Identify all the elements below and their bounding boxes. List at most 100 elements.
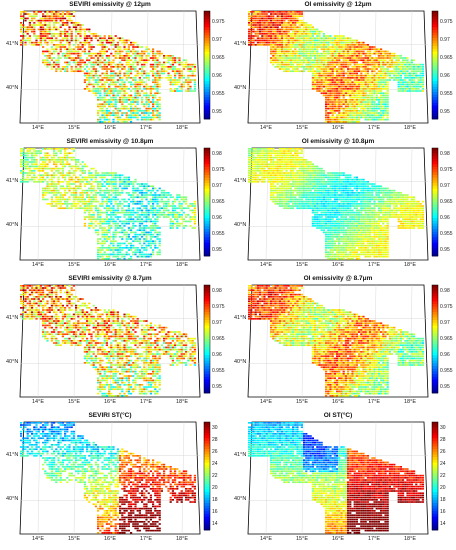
colorbar-tick-label: 0.98 xyxy=(212,151,222,158)
colorbar-tick-label: 0.98 xyxy=(440,151,450,158)
colorbar-tick-label: 0.98 xyxy=(212,288,222,295)
colorbar-tick-label: 0.97 xyxy=(212,183,222,190)
longitude-label: 18°E xyxy=(404,536,416,542)
map-frame xyxy=(19,147,201,261)
longitude-label: 17°E xyxy=(140,262,152,268)
longitude-label: 15°E xyxy=(296,125,308,131)
longitude-label: 15°E xyxy=(296,399,308,405)
longitude-label: 14°E xyxy=(32,125,44,131)
colorbar-tick-label: 0.955 xyxy=(440,230,453,237)
colorbar xyxy=(431,421,439,531)
latitude-label: 41°N xyxy=(234,451,247,458)
colorbar-tick-label: 0.965 xyxy=(440,199,453,205)
panel-title: SEVIRI emissivity @ 10.8μm xyxy=(66,138,154,145)
colorbar-tick-label: 26 xyxy=(440,449,446,455)
longitude-label: 18°E xyxy=(176,262,188,268)
colorbar-tick-label: 22 xyxy=(212,473,218,479)
longitude-label: 16°E xyxy=(104,536,116,542)
emissivity-field xyxy=(20,11,196,123)
longitude-label: 18°E xyxy=(404,262,416,268)
longitude-label: 18°E xyxy=(176,125,188,131)
graticule-meridian xyxy=(37,421,41,535)
longitude-label: 14°E xyxy=(260,399,272,405)
colorbar-tick-label: 0.955 xyxy=(212,367,225,374)
longitude-label: 17°E xyxy=(140,536,152,542)
colorbar-tick-label: 0.95 xyxy=(212,108,222,115)
map-frame xyxy=(247,284,429,398)
longitude-label: 17°E xyxy=(368,399,380,405)
longitude-label: 15°E xyxy=(296,536,308,542)
map-panel-seviri-st: SEVIRI ST(°C) 41°N 40°N 14°E 15°E 16°E 17°E 18°… xyxy=(0,411,228,548)
map-canvas xyxy=(247,284,439,398)
longitude-label: 16°E xyxy=(332,125,344,131)
colorbar-tick-label: 16 xyxy=(440,509,446,515)
map-panel-oi-108: OI emissivity @ 10.8μm 41°N 40°N 14°E 15°E 16… xyxy=(228,137,456,274)
colorbar xyxy=(203,421,211,531)
map-frame xyxy=(19,284,201,398)
colorbar-tick-label: 0.965 xyxy=(440,54,453,61)
colorbar-tick-label: 20 xyxy=(212,485,218,491)
colorbar-tick-label: 0.975 xyxy=(440,18,453,25)
emissivity-field xyxy=(20,422,196,534)
panel-title: SEVIRI ST(°C) xyxy=(88,412,132,419)
colorbar-tick-label: 28 xyxy=(212,437,218,443)
panel-title: SEVIRI emissivity @ 8.7μm xyxy=(68,275,152,282)
longitude-label: 16°E xyxy=(104,125,116,131)
colorbar-tick-label: 0.965 xyxy=(440,336,453,342)
map-canvas xyxy=(19,284,211,398)
emissivity-field xyxy=(248,148,424,260)
colorbar-tick-label: 18 xyxy=(440,497,446,503)
map-canvas xyxy=(247,147,439,261)
colorbar xyxy=(203,147,211,257)
colorbar-tick-label: 0.96 xyxy=(212,214,222,221)
colorbar-tick-label: 24 xyxy=(212,461,218,467)
map-frame xyxy=(19,10,201,124)
latitude-label: 40°N xyxy=(234,359,247,366)
colorbar-tick-label: 0.975 xyxy=(440,304,453,311)
latitude-label: 40°N xyxy=(6,496,19,503)
emissivity-field xyxy=(248,422,424,534)
colorbar-tick-label: 0.965 xyxy=(212,199,225,205)
longitude-label: 14°E xyxy=(32,262,44,268)
colorbar-tick-label: 22 xyxy=(440,473,446,479)
colorbar-tick-label: 26 xyxy=(212,449,218,455)
map-canvas xyxy=(247,421,439,535)
colorbar-tick-label: 0.955 xyxy=(212,230,225,237)
colorbar-tick-label: 0.975 xyxy=(212,304,225,311)
longitude-label: 14°E xyxy=(260,125,272,131)
latitude-label: 40°N xyxy=(6,85,19,92)
latitude-label: 41°N xyxy=(6,177,19,184)
colorbar-tick-label: 0.97 xyxy=(440,183,450,190)
longitude-label: 17°E xyxy=(368,125,380,131)
colorbar xyxy=(431,284,439,394)
colorbar-tick-label: 0.96 xyxy=(440,72,450,79)
map-canvas xyxy=(19,147,211,261)
longitude-label: 18°E xyxy=(176,399,188,405)
colorbar-tick-label: 14 xyxy=(440,521,446,527)
panel-title: SEVIRI emissivity @ 12μm xyxy=(69,1,151,8)
colorbar-tick-label: 14 xyxy=(212,521,218,527)
map-panel-oi-87: OI emissivity @ 8.7μm 41°N 40°N 14°E 15°E 16°… xyxy=(228,274,456,411)
latitude-label: 41°N xyxy=(6,314,19,321)
colorbar-tick-label: 16 xyxy=(212,509,218,515)
map-panel-oi-12: OI emissivity @ 12μm 41°N 40°N 14°E 15°E 16°E… xyxy=(228,0,456,137)
colorbar-tick-label: 0.96 xyxy=(212,351,222,358)
longitude-label: 16°E xyxy=(104,262,116,268)
longitude-label: 18°E xyxy=(176,536,188,542)
longitude-label: 17°E xyxy=(368,536,380,542)
colorbar-tick-label: 0.95 xyxy=(212,383,222,390)
longitude-label: 16°E xyxy=(104,399,116,405)
longitude-label: 18°E xyxy=(404,399,416,405)
longitude-label: 17°E xyxy=(140,125,152,131)
colorbar-tick-label: 30 xyxy=(212,425,218,431)
colorbar-tick-label: 0.965 xyxy=(212,336,225,342)
longitude-label: 16°E xyxy=(332,262,344,268)
colorbar-tick-label: 0.97 xyxy=(440,36,450,43)
latitude-label: 40°N xyxy=(234,496,247,503)
map-frame xyxy=(247,10,429,124)
map-frame xyxy=(247,421,429,535)
latitude-label: 41°N xyxy=(6,451,19,458)
longitude-label: 14°E xyxy=(260,536,272,542)
colorbar-tick-label: 0.96 xyxy=(440,351,450,358)
colorbar-tick-label: 0.975 xyxy=(440,167,453,174)
